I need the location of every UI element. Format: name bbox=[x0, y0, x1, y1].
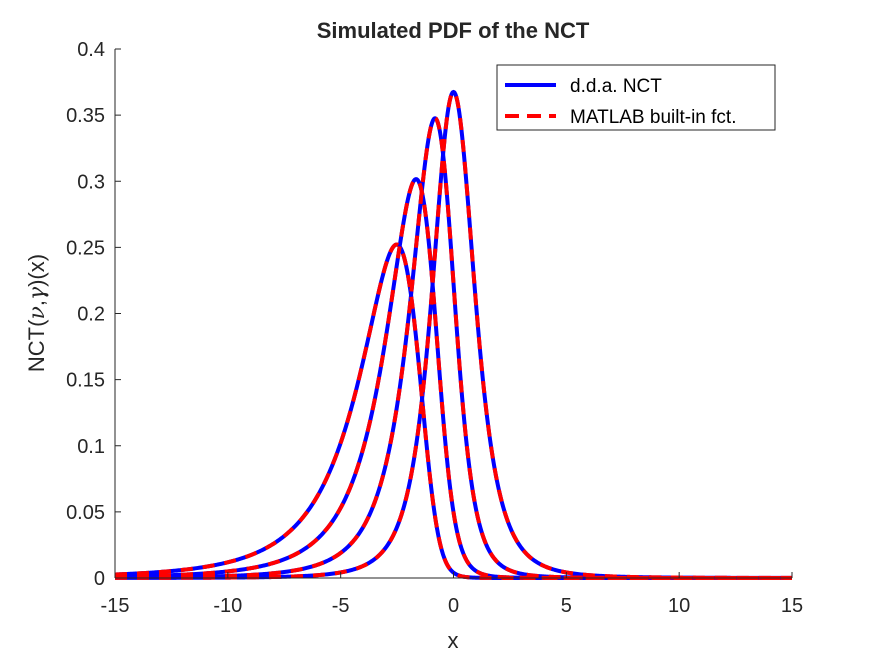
y-tick-label: 0.2 bbox=[77, 304, 105, 326]
y-tick-label: 0.1 bbox=[77, 436, 105, 458]
x-tick-label: -15 bbox=[101, 595, 130, 617]
legend-label-dda: d.d.a. NCT bbox=[570, 76, 662, 97]
y-tick-label: 0.35 bbox=[66, 105, 105, 127]
chart-title: Simulated PDF of the NCT bbox=[317, 18, 590, 43]
y-axis-label-prefix: NCT( bbox=[24, 319, 49, 372]
y-ticks: 0 0.05 0.1 0.15 0.2 0.25 0.3 0.35 0.4 bbox=[66, 39, 121, 590]
x-tick-label: -10 bbox=[213, 595, 242, 617]
x-tick-label: 5 bbox=[561, 595, 572, 617]
y-tick-label: 0.15 bbox=[66, 370, 105, 392]
y-tick-label: 0 bbox=[94, 568, 105, 590]
y-axis-label-nu: ν bbox=[25, 306, 50, 319]
y-tick-label: 0.4 bbox=[77, 39, 105, 61]
legend-box bbox=[496, 64, 776, 131]
x-tick-label: 15 bbox=[781, 595, 803, 617]
y-axis-label-suffix: )(x) bbox=[24, 254, 49, 287]
y-tick-label: 0.3 bbox=[77, 171, 105, 193]
axes: -15 -10 -5 0 5 10 15 0 0.05 0.1 0.15 0.2 0.25 0.3 0.3… bbox=[66, 39, 803, 617]
plot-area bbox=[113, 89, 794, 580]
x-ticks: -15 -10 -5 0 5 10 15 bbox=[101, 572, 803, 617]
legend-label-matlab: MATLAB built-in fct. bbox=[570, 107, 736, 128]
y-axis-label: NCT(ν,γ)(x) bbox=[24, 254, 50, 372]
y-axis-label-gamma: γ bbox=[25, 286, 50, 300]
x-tick-label: -5 bbox=[332, 595, 350, 617]
y-tick-label: 0.25 bbox=[66, 237, 105, 259]
x-tick-label: 0 bbox=[448, 595, 459, 617]
dda-series bbox=[113, 89, 794, 580]
y-axis-label-comma: , bbox=[24, 300, 49, 306]
matlab-curve-2 bbox=[114, 177, 792, 580]
legend: d.d.a. NCT MATLAB built-in fct. bbox=[496, 64, 776, 131]
x-axis-label: x bbox=[448, 628, 459, 653]
y-tick-label: 0.05 bbox=[66, 502, 105, 524]
x-tick-label: 10 bbox=[668, 595, 690, 617]
